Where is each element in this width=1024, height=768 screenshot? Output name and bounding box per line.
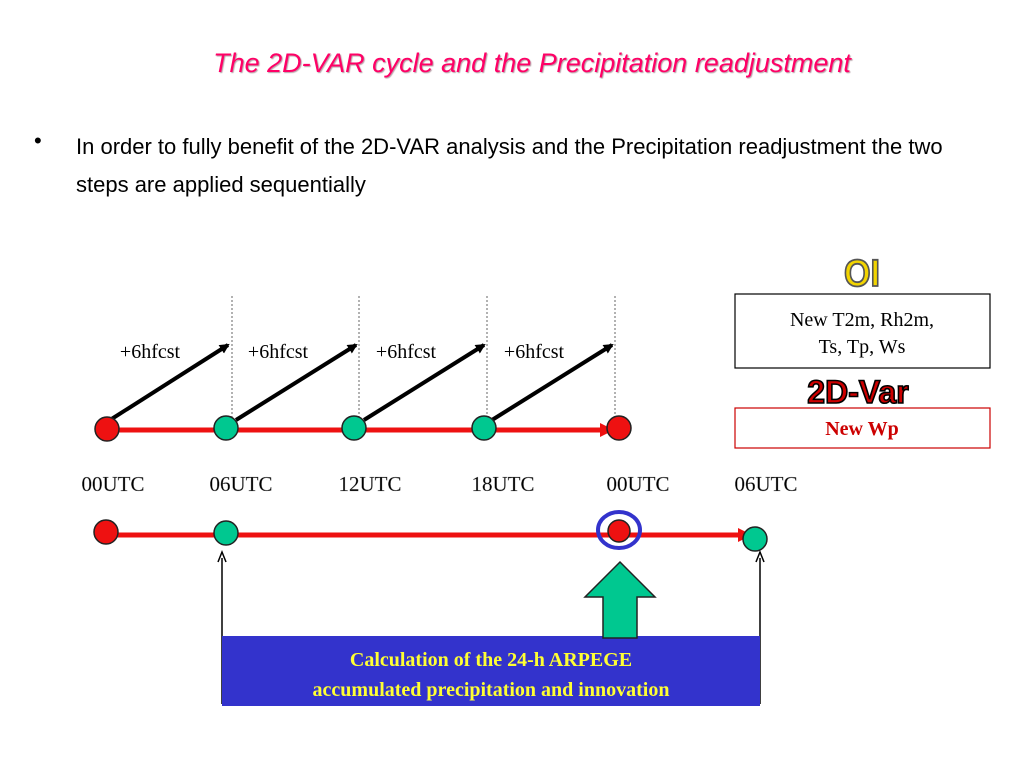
calc-box-line2: accumulated precipitation and innovation	[313, 679, 670, 701]
time-label: 06UTC	[210, 472, 273, 496]
forecast-node	[213, 520, 239, 546]
forecast-arrow	[490, 343, 614, 422]
oi-box-line2: Ts, Tp, Ws	[819, 336, 906, 358]
analysis-node	[606, 415, 632, 441]
forecast-node	[742, 526, 768, 552]
forecast-arrow	[234, 343, 358, 422]
oi-heading: OI	[844, 251, 880, 294]
oi-box-line1: New T2m, Rh2m,	[790, 309, 934, 331]
forecast-arrow	[362, 343, 486, 422]
bullet-text: In order to fully benefit of the 2D-VAR …	[76, 134, 943, 197]
calc-box-line1: Calculation of the 24-h ARPEGE	[350, 649, 632, 671]
var2d-box-text: New Wp	[825, 418, 899, 440]
highlight-ring	[596, 510, 642, 550]
forecast-node	[341, 415, 367, 441]
oi-box	[734, 293, 991, 369]
up-arrow	[583, 560, 657, 639]
analysis-node	[607, 519, 631, 543]
analysis-node	[94, 416, 120, 442]
connector-arrowhead	[217, 549, 227, 563]
guide-lines	[231, 296, 616, 428]
connector-arrowhead	[755, 549, 765, 563]
calc-box	[222, 636, 760, 706]
var2d-box	[734, 407, 991, 449]
time-label: 00UTC	[607, 472, 670, 496]
forecast-label: +6hfcst	[120, 341, 181, 363]
forecast-label: +6hfcst	[504, 341, 565, 363]
time-label: 06UTC	[735, 472, 798, 496]
time-label: 00UTC	[82, 472, 145, 496]
forecast-label: +6hfcst	[376, 341, 437, 363]
analysis-node	[93, 519, 119, 545]
slide-title: The 2D-VAR cycle and the Precipitation r…	[213, 48, 851, 78]
time-label: 12UTC	[339, 472, 402, 496]
forecast-node	[213, 415, 239, 441]
time-labels: 00UTC 06UTC 12UTC 18UTC 00UTC 06UTC	[81, 472, 798, 496]
forecast-label: +6hfcst	[248, 341, 309, 363]
forecast-arrow	[108, 343, 230, 422]
bullet-marker: •	[34, 128, 42, 153]
var2d-heading: 2D-Var	[807, 374, 908, 410]
time-label: 18UTC	[472, 472, 535, 496]
forecast-node	[471, 415, 497, 441]
forecast-arrows	[108, 343, 614, 422]
